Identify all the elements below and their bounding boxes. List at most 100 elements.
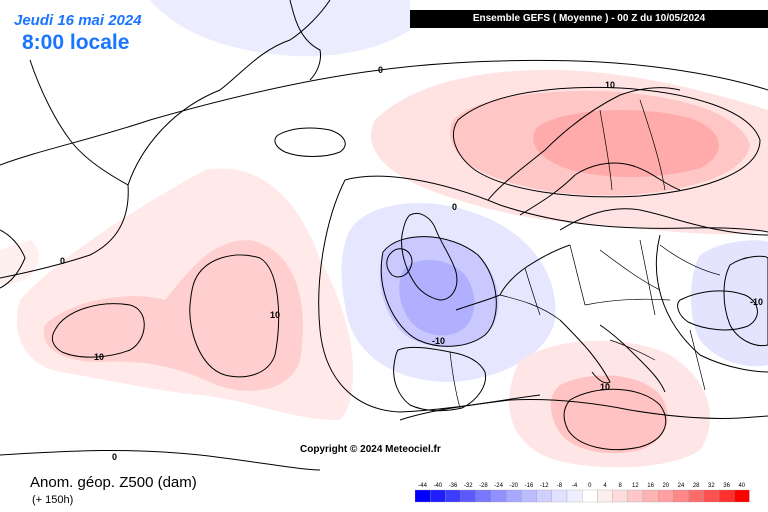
scale-swatch bbox=[658, 489, 674, 503]
italy-coast bbox=[559, 319, 611, 384]
scale-swatch bbox=[506, 489, 522, 503]
scale-swatch bbox=[734, 489, 750, 503]
scale-label: 32 bbox=[708, 483, 715, 489]
coastlines bbox=[0, 0, 768, 421]
greenland-coast bbox=[29, 0, 331, 186]
positive-anomaly-west-small bbox=[0, 240, 39, 285]
scale-label: -16 bbox=[525, 483, 534, 489]
border-5 bbox=[599, 249, 661, 291]
isoline-zero-central bbox=[344, 175, 768, 233]
run-info-banner: Ensemble GEFS ( Moyenne ) - 00 Z du 10/0… bbox=[410, 10, 768, 28]
norway-coast bbox=[487, 87, 681, 201]
scale-swatch bbox=[536, 489, 552, 503]
scale-swatch bbox=[718, 489, 735, 503]
iceland-coast bbox=[274, 127, 346, 157]
scale-swatch bbox=[551, 489, 568, 503]
scale-swatch bbox=[460, 489, 476, 503]
scale-label: -32 bbox=[464, 483, 473, 489]
scale-label: 40 bbox=[738, 483, 745, 489]
scale-label: -4 bbox=[572, 483, 578, 489]
lead-time: (+ 150h) bbox=[32, 494, 74, 506]
border-3 bbox=[569, 244, 586, 306]
isoline-label-0-central: 0 bbox=[452, 202, 457, 212]
scale-label: 36 bbox=[723, 483, 730, 489]
isoline-plus10-med bbox=[563, 388, 667, 450]
scale-swatch bbox=[582, 489, 598, 503]
scale-swatch bbox=[566, 489, 583, 503]
scale-swatch bbox=[627, 489, 644, 503]
balkan-coast bbox=[599, 324, 666, 393]
scale-label: -36 bbox=[449, 483, 458, 489]
scandinavia-inner bbox=[519, 162, 681, 216]
scale-label: -40 bbox=[433, 483, 442, 489]
negative-anomaly-east bbox=[691, 240, 768, 367]
positive-anomaly-atlantic-inner bbox=[43, 240, 303, 391]
scale-swatch bbox=[597, 489, 613, 503]
border-9 bbox=[599, 109, 613, 191]
isoline-zero-east bbox=[655, 234, 768, 373]
scale-swatch bbox=[430, 489, 446, 503]
color-scale-legend: -44 -40 -36 -32 -28 -24 -20 -16 -12 -8 -4 0 4 8 12 16 20… bbox=[415, 483, 750, 503]
scale-label: 0 bbox=[588, 483, 592, 489]
color-scale-labels: -44 -40 -36 -32 -28 -24 -20 -16 -12 -8 -4 0 4 8 12 16 20… bbox=[418, 483, 746, 489]
scale-swatch bbox=[612, 489, 628, 503]
scale-swatch bbox=[445, 489, 461, 503]
country-borders bbox=[449, 99, 721, 409]
scale-swatch bbox=[673, 489, 689, 503]
border-10 bbox=[639, 99, 666, 191]
africa-north-coast bbox=[399, 398, 768, 421]
isoline-label-minus10-east: -10 bbox=[750, 297, 763, 307]
border-4 bbox=[584, 298, 671, 306]
isoline-zero-greenland bbox=[0, 184, 129, 279]
uk-coast bbox=[401, 213, 458, 301]
isoline-plus10-atlantic-b bbox=[189, 254, 280, 378]
positive-anomaly-scandinavia-inner bbox=[533, 109, 719, 177]
isoline-label-0-south: 0 bbox=[112, 452, 117, 462]
scale-label: 28 bbox=[693, 483, 700, 489]
isoline-label-minus10-uk: -10 bbox=[432, 336, 445, 346]
isoline-zero-south bbox=[0, 449, 321, 471]
color-scale-swatches bbox=[415, 489, 750, 503]
isoline-plus10-atlantic-a bbox=[51, 303, 145, 358]
border-6 bbox=[639, 239, 656, 316]
black-sea-coast bbox=[677, 290, 758, 331]
europe-west-coast bbox=[455, 244, 571, 311]
isoline-zero-west-ridge bbox=[318, 179, 541, 413]
isoline-minus10-uk bbox=[380, 236, 497, 347]
scale-swatch bbox=[415, 489, 431, 503]
scale-label: -8 bbox=[557, 483, 563, 489]
scale-label: 12 bbox=[632, 483, 639, 489]
border-1 bbox=[499, 294, 561, 321]
isoline-label-10-atlantic-a: 10 bbox=[94, 352, 104, 362]
forecast-local-time: 8:00 locale bbox=[22, 31, 130, 54]
scale-swatch bbox=[475, 489, 492, 503]
canada-coast bbox=[0, 229, 26, 289]
border-11 bbox=[609, 339, 656, 361]
scale-label: -12 bbox=[540, 483, 549, 489]
copyright-notice: Copyright © 2024 Meteociel.fr bbox=[300, 444, 441, 455]
scale-swatch bbox=[490, 489, 507, 503]
negative-anomaly-uk-inner bbox=[399, 259, 475, 336]
border-7 bbox=[659, 244, 721, 276]
ireland-coast bbox=[386, 248, 413, 278]
scale-swatch bbox=[642, 489, 659, 503]
scale-label: -44 bbox=[418, 483, 427, 489]
scale-label: 24 bbox=[678, 483, 685, 489]
scale-label: 8 bbox=[619, 483, 623, 489]
scale-label: -24 bbox=[494, 483, 503, 489]
scale-label: 20 bbox=[662, 483, 669, 489]
border-12 bbox=[689, 329, 706, 391]
isoline-label-10-med: 10 bbox=[600, 382, 610, 392]
scale-label: 4 bbox=[603, 483, 607, 489]
isolines bbox=[0, 59, 768, 471]
negative-anomaly-north bbox=[150, 0, 410, 57]
scale-label: -20 bbox=[509, 483, 518, 489]
isoline-zero-north bbox=[0, 59, 768, 166]
isoline-minus10-east bbox=[723, 255, 768, 347]
field-title: Anom. géop. Z500 (dam) bbox=[30, 474, 197, 491]
isoline-label-10-atlantic-b: 10 bbox=[270, 310, 280, 320]
scale-label: -28 bbox=[479, 483, 488, 489]
isoline-label-0-west: 0 bbox=[60, 256, 65, 266]
scale-swatch bbox=[688, 489, 704, 503]
